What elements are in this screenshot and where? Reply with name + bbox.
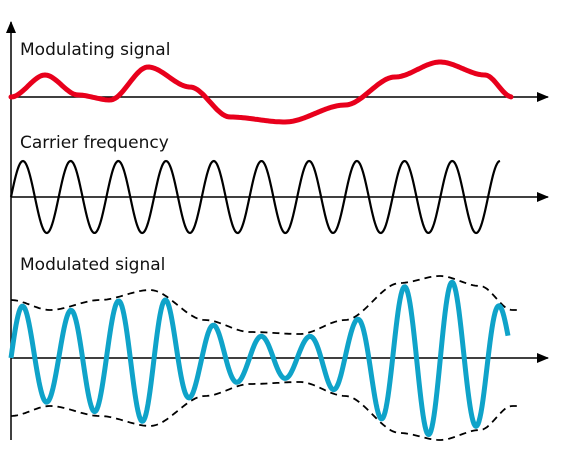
modulated-signal-label: Modulated signal	[20, 255, 165, 275]
modulating-signal-wave	[11, 62, 511, 122]
modulating-signal-label: Modulating signal	[20, 40, 170, 60]
carrier-frequency-label: Carrier frequency	[20, 133, 169, 153]
